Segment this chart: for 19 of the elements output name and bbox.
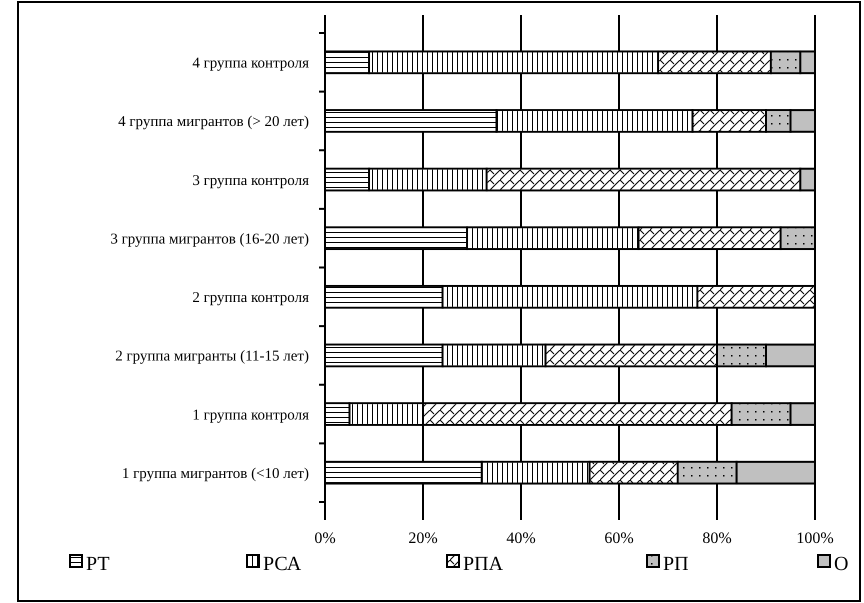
y-tick-label: 3 группа контроля	[192, 172, 310, 189]
y-tick-label: 2 группа мигранты (11-15 лет)	[115, 348, 309, 365]
x-tick-label: 0%	[314, 530, 336, 547]
y-tick-label: 4 группа мигрантов (> 20 лет)	[118, 114, 309, 130]
x-tick-label: 20%	[408, 530, 438, 547]
y-tick-label: 1 группа контроля	[192, 407, 310, 424]
y-tick-label: 3 группа мигрантов (16-20 лет)	[110, 231, 309, 248]
x-tick-label: 60%	[604, 530, 634, 547]
x-tick-label: 80%	[702, 530, 732, 547]
y-tick-label: 2 группа контроля	[192, 290, 310, 306]
legend-label: РПА	[463, 553, 504, 575]
legend-label: РП	[663, 553, 689, 575]
x-tick-label: 100%	[796, 530, 834, 547]
y-tick-label: 4 группа контроля	[192, 56, 310, 72]
legend-label: РСА	[263, 553, 302, 575]
x-tick-label: 40%	[506, 530, 536, 547]
legend-label: РТ	[86, 553, 110, 575]
legend-label: О	[834, 553, 848, 575]
y-tick-label: 1 группа мигрантов (<10 лет)	[122, 466, 309, 482]
